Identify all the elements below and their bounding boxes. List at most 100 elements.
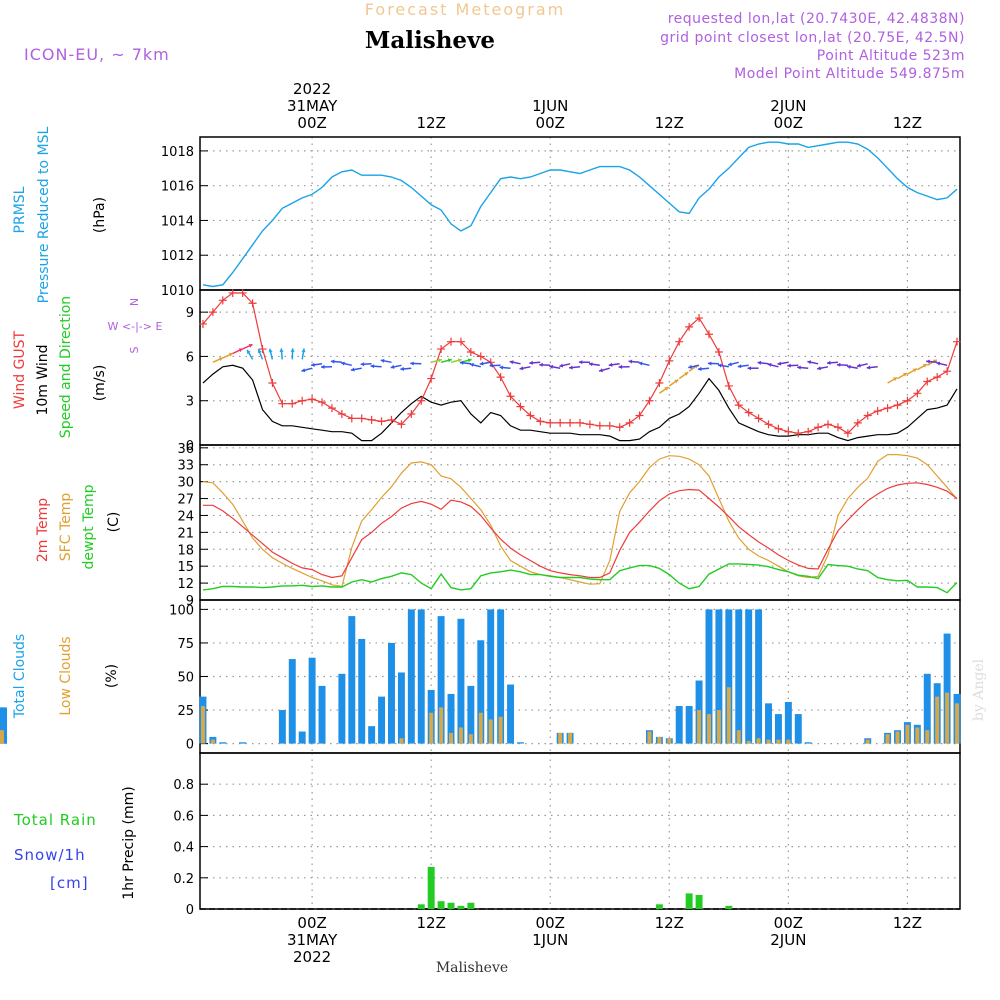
y-tick-label: 0.4: [173, 841, 194, 856]
low-cloud-bar: [498, 716, 503, 744]
y-tick-label: 3: [186, 395, 194, 410]
rain-bar: [427, 866, 435, 909]
total-cloud-bar: [765, 703, 772, 744]
wind-arrow-head: [519, 366, 524, 371]
wind-arrow-head: [279, 348, 284, 353]
total-cloud-bar: [318, 685, 326, 744]
dewpt-line: [202, 563, 958, 594]
total-cloud-bar: [794, 714, 802, 744]
time-axis-label: 00Z: [536, 114, 565, 132]
total-cloud-bar: [288, 659, 296, 744]
low-clouds-label: Low Clouds: [58, 636, 74, 715]
clouds-panel: 0 25 50 75 100: [0, 599, 961, 754]
wind-arrow-head: [664, 387, 669, 391]
pressure-msl-label: Pressure Reduced to MSL: [36, 126, 52, 303]
total-clouds-label: Total Clouds: [12, 634, 28, 719]
wind-arrow-head: [747, 366, 751, 371]
wind-arrow-head: [539, 362, 543, 367]
low-cloud-bar: [756, 738, 761, 744]
temp2m-label: 2m Temp: [35, 498, 51, 562]
gust-label: Wind GUST: [12, 330, 28, 409]
wind-arrow-head: [698, 366, 702, 371]
gust-marker: [417, 396, 426, 405]
wind-arrow-head: [926, 359, 930, 364]
time-axis-label: 31MAY: [287, 931, 338, 949]
time-axis-label: 00Z: [297, 914, 326, 932]
y-tick-label: 0: [186, 738, 194, 753]
y-tick-label: 1016: [161, 180, 194, 195]
gust-marker: [377, 417, 386, 426]
wind-arrow-head: [459, 360, 464, 365]
gust-marker: [913, 389, 922, 398]
gust-marker: [943, 367, 952, 376]
low-cloud-bar: [776, 739, 781, 744]
gust-marker: [764, 420, 773, 429]
point-altitude: Point Altitude 523m: [817, 48, 965, 64]
time-axis-label: 31MAY: [287, 97, 338, 115]
gust-marker: [933, 373, 942, 382]
y-tick-label: 36: [177, 442, 194, 457]
total-cloud-bar: [298, 731, 306, 744]
gust-marker: [833, 423, 842, 432]
gust-marker: [327, 404, 336, 413]
total-cloud-bar: [437, 616, 445, 744]
wind-arrow-head: [370, 364, 375, 369]
wind-arrow-head: [248, 344, 253, 348]
gust-marker: [714, 348, 723, 356]
gust-marker: [923, 377, 932, 386]
pressure-line: [202, 141, 958, 288]
total-cloud-bar: [675, 706, 683, 744]
y-tick-label: 100: [169, 603, 194, 618]
total-cloud-bar: [407, 609, 415, 744]
clouds-unit-label: (%): [104, 664, 120, 688]
rain-bar: [695, 894, 703, 909]
time-axis-label: 2JUN: [770, 931, 806, 949]
low-cloud-bar: [657, 736, 662, 744]
gust-marker: [218, 296, 227, 305]
low-cloud-bar: [458, 727, 463, 744]
y-tick-label: 9: [186, 594, 194, 609]
2m-temp-line: [203, 482, 958, 579]
gust-line: [202, 292, 958, 434]
wind-arrow-head: [301, 348, 306, 353]
time-axis-label: 2022: [293, 948, 331, 966]
gust-marker: [367, 415, 376, 424]
gust-marker: [288, 399, 297, 408]
gust-marker: [804, 427, 813, 436]
time-axis-label: 00Z: [774, 914, 803, 932]
wind-label: 10m Wind: [35, 344, 51, 415]
rain-bar: [457, 905, 465, 909]
wind-arrow-head: [777, 361, 782, 366]
wind-arrow-head: [608, 362, 613, 367]
low-cloud-bar: [895, 731, 900, 744]
gust-marker: [248, 299, 257, 308]
gust-marker: [496, 373, 505, 382]
gust-marker: [704, 330, 713, 339]
wind-arrow-head: [936, 361, 941, 366]
wind-arrow-head: [737, 364, 742, 369]
wind-arrow-head: [836, 362, 841, 367]
total-cloud-bar: [685, 706, 693, 744]
y-tick-label: 27: [177, 493, 194, 508]
wind-arrow-head: [499, 365, 504, 370]
gust-marker: [903, 396, 912, 405]
low-cloud-bar: [905, 724, 910, 744]
low-cloud-bar: [865, 739, 870, 744]
gust-marker: [576, 418, 584, 427]
compass-n-label: N: [128, 298, 141, 306]
low-cloud-bar: [439, 707, 444, 744]
total-cloud-bar: [516, 742, 524, 744]
location-title: Malisheve: [365, 27, 495, 54]
gust-marker: [357, 414, 366, 423]
total-cloud-bar: [487, 609, 495, 744]
wind-arrow-head: [787, 363, 791, 368]
gust-marker: [546, 418, 555, 427]
total-cloud-bar: [338, 673, 346, 744]
wind-arrow-head: [578, 360, 583, 365]
low-cloud-bar: [925, 730, 930, 744]
y-tick-label: 21: [177, 526, 194, 541]
wind-arrow-head: [257, 349, 262, 354]
gust-marker: [784, 427, 793, 436]
